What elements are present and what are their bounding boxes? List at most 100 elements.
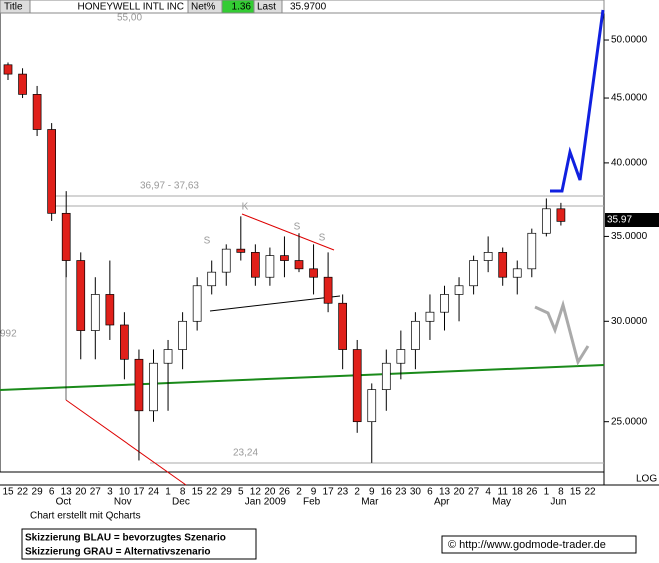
month-label: Jan 2009 xyxy=(245,497,287,508)
last-price: 35.97 xyxy=(607,215,632,226)
plot-frame xyxy=(0,0,605,473)
candle-body xyxy=(105,294,115,326)
x-tick-label: 9 xyxy=(369,487,375,498)
pattern-label: S xyxy=(294,222,301,233)
blue-scenario xyxy=(550,9,605,193)
x-tick-label: 6 xyxy=(427,487,433,498)
x-tick-label: 16 xyxy=(381,487,393,498)
title: Title xyxy=(4,2,23,13)
x-tick-label: 27 xyxy=(90,487,102,498)
x-tick-label: 27 xyxy=(468,487,480,498)
candle-body xyxy=(541,208,551,234)
y-tick-label: 35.0000 xyxy=(611,231,648,242)
candle-body xyxy=(527,232,537,270)
y-tick-label: 40.0000 xyxy=(611,158,648,169)
candle-body xyxy=(18,73,27,95)
candle-body xyxy=(425,311,435,322)
pattern-label: S xyxy=(319,233,326,244)
candle-body xyxy=(556,208,566,222)
candle-body xyxy=(90,294,100,331)
candle-body xyxy=(381,362,391,390)
x-tick-label: 29 xyxy=(32,487,44,498)
trend-line xyxy=(65,399,187,486)
legend-grey: Skizzierung GRAU = Alternativszenario xyxy=(25,547,211,558)
candle-body xyxy=(251,252,260,278)
candle-body xyxy=(498,252,508,278)
candle-body xyxy=(338,302,347,350)
x-tick-label: 3 xyxy=(107,487,113,498)
trend-line xyxy=(209,295,341,312)
grey-scenario xyxy=(534,299,590,366)
x-tick-label: 4 xyxy=(485,487,491,498)
candle-body xyxy=(47,129,57,214)
pattern-label: S xyxy=(204,236,211,247)
candle-body xyxy=(469,260,478,287)
candle-body xyxy=(163,349,173,364)
candle-body xyxy=(192,285,202,322)
y-tick-label: 30.0000 xyxy=(611,316,648,327)
x-tick-label: 26 xyxy=(279,487,291,498)
x-tick-label: 13 xyxy=(61,487,73,498)
month-label: Oct xyxy=(56,497,72,508)
month-label: Apr xyxy=(434,497,450,508)
candle-body xyxy=(483,252,493,261)
last-value-box xyxy=(281,0,605,14)
last-price-box xyxy=(605,213,659,227)
x-tick-label: 20 xyxy=(453,487,465,498)
x-tick-label: 29 xyxy=(221,487,233,498)
candle-body xyxy=(454,285,464,295)
credit: Chart erstellt mit Qcharts xyxy=(30,511,141,522)
x-tick-label: 24 xyxy=(148,487,160,498)
legend-box xyxy=(21,528,257,560)
candle-body xyxy=(61,212,71,261)
month-label: May xyxy=(492,497,511,508)
month-label: Feb xyxy=(303,497,321,508)
x-tick-label: 8 xyxy=(558,487,564,498)
x-tick-label: 13 xyxy=(439,487,451,498)
candle-body xyxy=(149,362,158,412)
candle-body xyxy=(76,260,86,331)
copyright: © http://www.godmode-trader.de xyxy=(448,539,606,551)
x-tick-label: 22 xyxy=(17,487,29,498)
x-tick-label: 20 xyxy=(264,487,276,498)
candle-body xyxy=(411,320,420,350)
candle-body xyxy=(265,255,275,278)
x-tick-label: 22 xyxy=(584,487,596,498)
x-tick-label: 9 xyxy=(311,487,317,498)
header: Title HONEYWELL INTL INC Net% 1.36 Last … xyxy=(0,0,605,14)
candle-body xyxy=(512,268,522,278)
candle-body xyxy=(178,320,187,350)
resistance-label: 36,97 - 37,63 xyxy=(140,181,199,192)
candle-body xyxy=(134,358,144,412)
month-label: Mar xyxy=(361,497,379,508)
x-tick-label: 12 xyxy=(250,487,262,498)
x-tick-label: 1 xyxy=(165,487,171,498)
x-tick-label: 10 xyxy=(119,487,131,498)
x-tick-label: 17 xyxy=(133,487,145,498)
candle-body xyxy=(207,271,217,287)
x-tick-label: 18 xyxy=(512,487,524,498)
faded-label: 55,00 xyxy=(117,13,142,24)
candle-body xyxy=(440,294,449,313)
candle-body xyxy=(280,255,289,261)
x-tick-label: 15 xyxy=(192,487,204,498)
x-tick-label: 1 xyxy=(544,487,550,498)
x-tick-label: 11 xyxy=(498,487,509,498)
month-label: Dec xyxy=(172,497,190,508)
candle-body xyxy=(323,276,333,304)
candle-body xyxy=(309,268,318,278)
candle-body xyxy=(367,389,377,423)
net-value: 1.36 xyxy=(232,2,252,13)
candle-body xyxy=(32,94,42,130)
candle-body xyxy=(352,349,362,423)
y-tick-label: 45.0000 xyxy=(611,93,648,104)
x-tick-label: 5 xyxy=(238,487,244,498)
last-value: 35.9700 xyxy=(290,2,327,13)
y-tick-label: 25.0000 xyxy=(611,416,648,427)
symbol: HONEYWELL INTL INC xyxy=(78,2,185,13)
x-tick-label: 2 xyxy=(296,487,302,498)
trend-line xyxy=(241,213,335,251)
month-label: Jun xyxy=(550,497,566,508)
last-label: Last xyxy=(257,2,276,13)
support-label: 23,24 xyxy=(233,448,258,459)
